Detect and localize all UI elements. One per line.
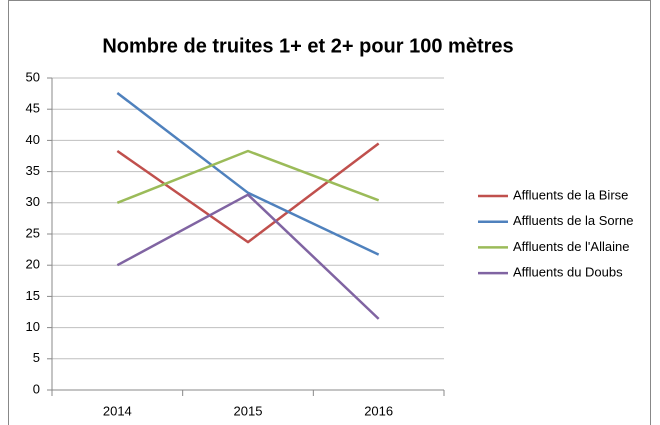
chart-border <box>8 0 651 425</box>
chart-title: Nombre de truites 1+ et 2+ pour 100 mètr… <box>102 35 513 57</box>
series-line <box>116 149 380 204</box>
y-tick-label: 5 <box>33 350 40 365</box>
series-line <box>116 91 380 256</box>
y-tick-label: 15 <box>26 288 40 303</box>
x-tick-label: 2015 <box>234 403 263 418</box>
legend-label: Affluents de la Sorne <box>513 213 633 228</box>
y-tick-label: 20 <box>26 257 40 272</box>
y-tick-label: 10 <box>26 319 40 334</box>
x-tick-label: 2014 <box>103 403 132 418</box>
legend-label: Affluents du Doubs <box>513 265 623 280</box>
legend-label: Affluents de l'Allaine <box>513 239 629 254</box>
series-line <box>116 193 380 320</box>
y-tick-label: 50 <box>26 69 40 84</box>
y-tick-label: 30 <box>26 194 40 209</box>
legend-label: Affluents de la Birse <box>513 187 628 202</box>
x-tick-label: 2016 <box>364 403 393 418</box>
y-tick-label: 25 <box>26 225 40 240</box>
y-tick-label: 40 <box>26 132 40 147</box>
y-tick-label: 45 <box>26 101 40 116</box>
y-tick-label: 35 <box>26 163 40 178</box>
series-line <box>116 142 380 244</box>
y-tick-label: 0 <box>33 381 40 396</box>
